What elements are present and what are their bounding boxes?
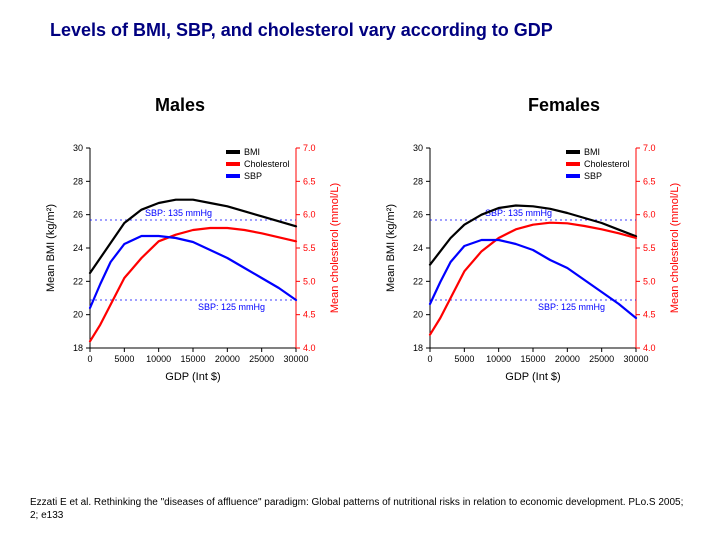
svg-text:SBP: 135 mmHg: SBP: 135 mmHg <box>145 208 212 218</box>
svg-text:Mean BMI (kg/m²): Mean BMI (kg/m²) <box>45 204 57 292</box>
svg-text:5000: 5000 <box>114 354 134 364</box>
svg-text:20: 20 <box>73 310 83 320</box>
svg-text:SBP: SBP <box>584 171 602 181</box>
svg-text:Mean cholesterol (mmol/L): Mean cholesterol (mmol/L) <box>329 183 341 313</box>
svg-text:BMI: BMI <box>244 147 260 157</box>
svg-text:26: 26 <box>73 210 83 220</box>
svg-text:6.0: 6.0 <box>643 210 656 220</box>
svg-text:28: 28 <box>413 176 423 186</box>
svg-text:30000: 30000 <box>283 354 308 364</box>
svg-text:5.5: 5.5 <box>303 243 316 253</box>
svg-text:20000: 20000 <box>555 354 580 364</box>
svg-text:GDP (Int $): GDP (Int $) <box>165 371 220 383</box>
svg-text:30000: 30000 <box>623 354 648 364</box>
svg-text:20000: 20000 <box>215 354 240 364</box>
svg-text:5000: 5000 <box>454 354 474 364</box>
svg-text:Mean BMI (kg/m²): Mean BMI (kg/m²) <box>385 204 397 292</box>
subtitle-males: Males <box>155 95 205 116</box>
citation-text: Ezzati E et al. Rethinking the "diseases… <box>30 496 690 522</box>
subtitle-females: Females <box>528 95 600 116</box>
svg-text:7.0: 7.0 <box>303 143 316 153</box>
chart-females: 0 5000 10000 15000 20000 25000 30000 18 20 22 24 26… <box>376 130 686 390</box>
svg-text:22: 22 <box>73 276 83 286</box>
svg-text:30: 30 <box>73 143 83 153</box>
svg-text:20: 20 <box>413 310 423 320</box>
svg-text:SBP: 125 mmHg: SBP: 125 mmHg <box>538 302 605 312</box>
svg-text:24: 24 <box>413 243 423 253</box>
svg-text:30: 30 <box>413 143 423 153</box>
svg-text:Cholesterol: Cholesterol <box>584 159 630 169</box>
svg-text:4.5: 4.5 <box>643 310 656 320</box>
svg-text:7.0: 7.0 <box>643 143 656 153</box>
svg-text:SBP: SBP <box>244 171 262 181</box>
svg-text:26: 26 <box>413 210 423 220</box>
svg-text:Cholesterol: Cholesterol <box>244 159 290 169</box>
svg-text:15000: 15000 <box>520 354 545 364</box>
svg-text:28: 28 <box>73 176 83 186</box>
svg-text:4.0: 4.0 <box>643 343 656 353</box>
svg-text:10000: 10000 <box>146 354 171 364</box>
svg-text:5.0: 5.0 <box>303 276 316 286</box>
svg-text:18: 18 <box>413 343 423 353</box>
svg-text:18: 18 <box>73 343 83 353</box>
svg-text:6.0: 6.0 <box>303 210 316 220</box>
svg-text:Mean cholesterol (mmol/L): Mean cholesterol (mmol/L) <box>669 183 681 313</box>
svg-text:10000: 10000 <box>486 354 511 364</box>
svg-text:24: 24 <box>73 243 83 253</box>
svg-text:6.5: 6.5 <box>303 176 316 186</box>
svg-text:GDP (Int $): GDP (Int $) <box>505 371 560 383</box>
svg-text:BMI: BMI <box>584 147 600 157</box>
svg-text:25000: 25000 <box>249 354 274 364</box>
svg-text:5.0: 5.0 <box>643 276 656 286</box>
svg-text:0: 0 <box>87 354 92 364</box>
page-title: Levels of BMI, SBP, and cholesterol vary… <box>50 20 553 41</box>
svg-text:22: 22 <box>413 276 423 286</box>
svg-text:5.5: 5.5 <box>643 243 656 253</box>
chart-males: 0 5000 10000 15000 20000 25000 30000 18 20 22 24 26… <box>36 130 346 390</box>
svg-text:SBP: 125 mmHg: SBP: 125 mmHg <box>198 302 265 312</box>
svg-text:4.5: 4.5 <box>303 310 316 320</box>
svg-text:15000: 15000 <box>180 354 205 364</box>
svg-text:6.5: 6.5 <box>643 176 656 186</box>
svg-text:0: 0 <box>427 354 432 364</box>
svg-text:25000: 25000 <box>589 354 614 364</box>
svg-text:4.0: 4.0 <box>303 343 316 353</box>
